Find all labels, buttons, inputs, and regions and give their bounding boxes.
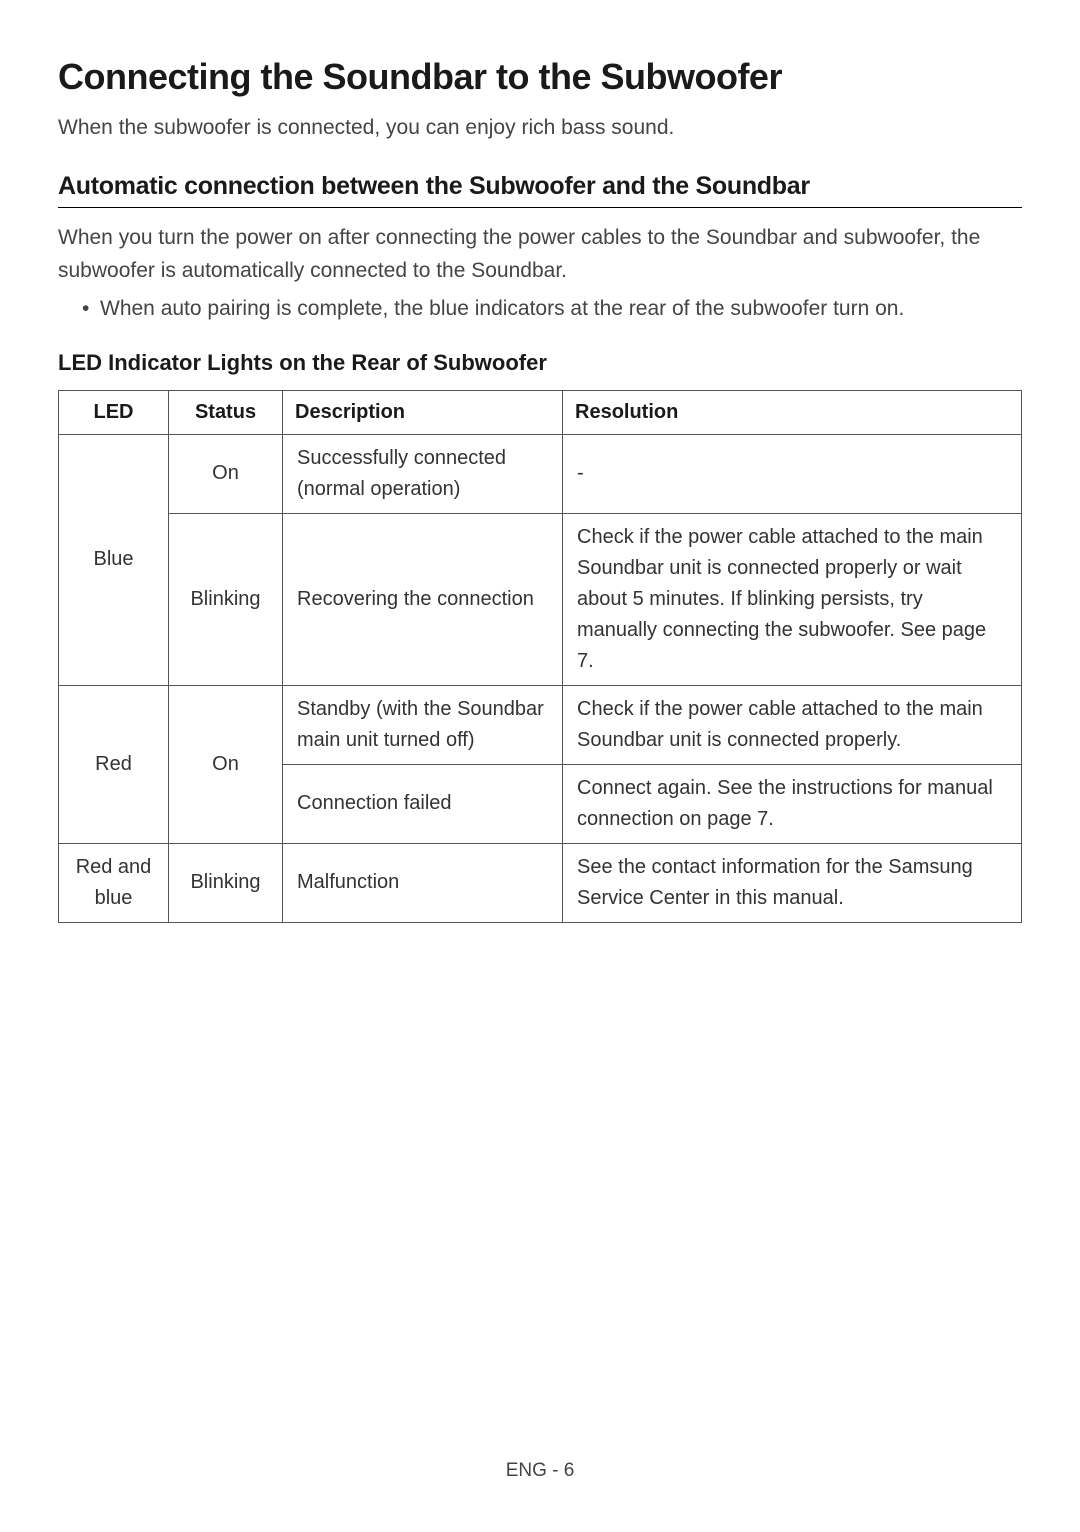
main-heading: Connecting the Soundbar to the Subwoofer [58, 56, 1022, 98]
cell-description: Recovering the connection [283, 513, 563, 685]
cell-status: Blinking [169, 513, 283, 685]
cell-description: Connection failed [283, 764, 563, 843]
sub-heading: Automatic connection between the Subwoof… [58, 172, 1022, 208]
cell-led-redblue: Red and blue [59, 843, 169, 922]
cell-status: On [169, 685, 283, 843]
table-row: Red and blue Blinking Malfunction See th… [59, 843, 1022, 922]
cell-status: On [169, 434, 283, 513]
intro-text: When the subwoofer is connected, you can… [58, 116, 1022, 140]
bullet-item: When auto pairing is complete, the blue … [82, 293, 1022, 326]
table-row: Blue On Successfully connected (normal o… [59, 434, 1022, 513]
cell-resolution: Check if the power cable attached to the… [563, 685, 1022, 764]
led-indicator-table: LED Status Description Resolution Blue O… [58, 390, 1022, 923]
header-led: LED [59, 390, 169, 434]
cell-status: Blinking [169, 843, 283, 922]
header-status: Status [169, 390, 283, 434]
cell-resolution: Check if the power cable attached to the… [563, 513, 1022, 685]
header-description: Description [283, 390, 563, 434]
table-header-row: LED Status Description Resolution [59, 390, 1022, 434]
cell-resolution: See the contact information for the Sams… [563, 843, 1022, 922]
header-resolution: Resolution [563, 390, 1022, 434]
page-footer: ENG - 6 [0, 1460, 1080, 1482]
bullet-list: When auto pairing is complete, the blue … [82, 293, 1022, 326]
table-row: Red On Standby (with the Soundbar main u… [59, 685, 1022, 764]
cell-resolution: Connect again. See the instructions for … [563, 764, 1022, 843]
cell-description: Standby (with the Soundbar main unit tur… [283, 685, 563, 764]
cell-description: Successfully connected (normal operation… [283, 434, 563, 513]
cell-resolution: - [563, 434, 1022, 513]
description-text: When you turn the power on after connect… [58, 222, 1022, 287]
table-row: Blinking Recovering the connection Check… [59, 513, 1022, 685]
table-heading: LED Indicator Lights on the Rear of Subw… [58, 350, 1022, 376]
cell-led-red: Red [59, 685, 169, 843]
cell-led-blue: Blue [59, 434, 169, 685]
cell-description: Malfunction [283, 843, 563, 922]
